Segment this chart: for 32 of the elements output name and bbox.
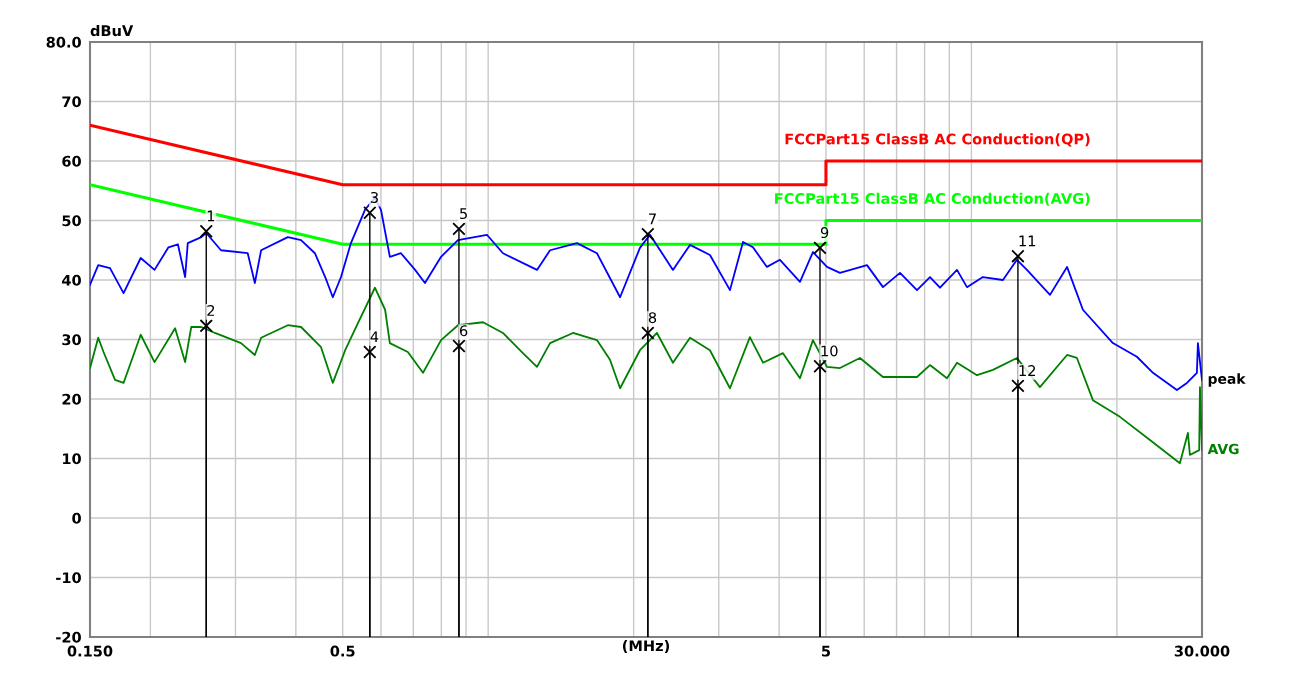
annotation: 12	[1019, 365, 1036, 376]
y-tick-label: 80.0	[46, 36, 81, 48]
annotation: 5	[460, 208, 467, 220]
x-tick-label: 0.5	[330, 645, 355, 657]
y-tick-label: 20	[62, 393, 81, 405]
series-label: FCCPart15 ClassB AC Conduction(AVG)	[775, 192, 1090, 206]
x-tick-label: 0.150	[67, 645, 113, 657]
y-tick-label: -10	[56, 572, 81, 584]
x-tick-label: 30.000	[1174, 645, 1230, 657]
y-axis-title: dBuV	[90, 24, 134, 37]
series-label: FCCPart15 ClassB AC Conduction(QP)	[785, 133, 1090, 147]
series-label: peak	[1208, 373, 1246, 387]
annotation: 7	[649, 213, 656, 225]
annotation: 11	[1019, 235, 1036, 247]
y-tick-label: 0	[72, 512, 81, 524]
annotation: 2	[207, 305, 215, 316]
y-tick-label: 50	[62, 215, 81, 227]
annotation: 1	[207, 210, 215, 222]
series-label: AVG	[1207, 443, 1239, 455]
y-tick-label: 70	[62, 96, 81, 108]
annotation: 9	[820, 227, 829, 239]
annotation: 6	[459, 325, 468, 337]
x-tick-label: 5	[822, 645, 830, 657]
annotation: 4	[370, 331, 379, 343]
y-tick-label: -20	[56, 631, 81, 643]
y-tick-label: 30	[62, 334, 81, 346]
y-tick-label: 40	[62, 274, 81, 286]
annotation: 8	[648, 312, 657, 324]
x-axis-title: (MHz)	[622, 640, 670, 654]
y-tick-label: 10	[63, 453, 81, 465]
annotation: 10	[821, 345, 838, 357]
y-tick-label: 60	[62, 155, 81, 167]
